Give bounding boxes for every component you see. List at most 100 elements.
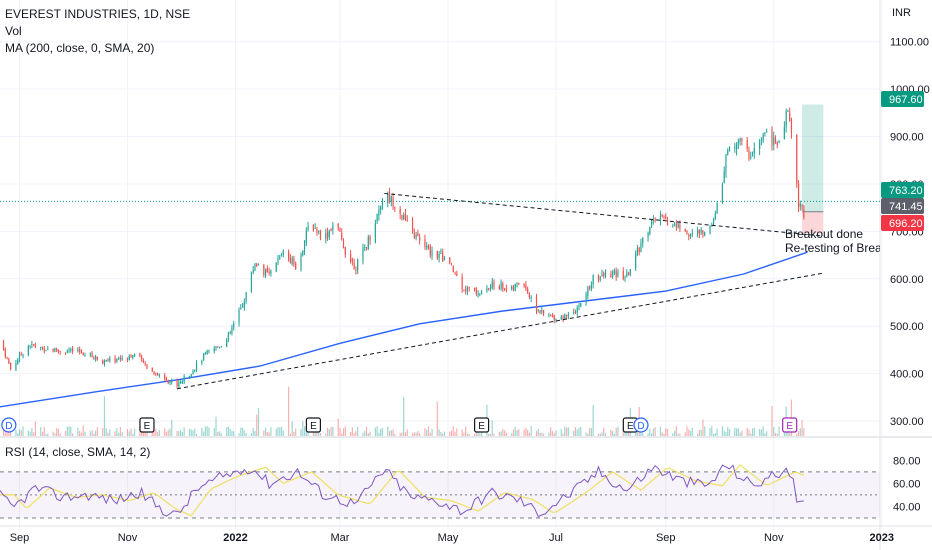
symbol-title[interactable]: EVEREST INDUSTRIES, 1D, NSE — [5, 7, 191, 21]
candle-body — [326, 232, 329, 237]
candle-body — [95, 356, 97, 359]
candle-body — [689, 233, 692, 237]
volume-bar — [388, 431, 391, 436]
volume-bar — [399, 433, 401, 436]
volume-bar — [180, 429, 182, 436]
event-marker-e[interactable]: E — [139, 417, 155, 433]
candle-body — [741, 138, 743, 141]
candle-body — [635, 254, 637, 269]
volume-bar — [488, 433, 490, 436]
vol-legend[interactable]: Vol — [5, 24, 22, 38]
volume-bar — [66, 426, 68, 436]
candle-body — [2, 340, 5, 350]
time-tick-label: Sep — [10, 532, 30, 544]
volume-bar — [326, 427, 329, 436]
candle-body — [263, 264, 265, 275]
volume-bar — [4, 427, 6, 436]
candle-body — [229, 332, 231, 334]
volume-bar — [442, 433, 444, 436]
trendline-lower — [176, 272, 824, 390]
volume-bar — [548, 432, 550, 436]
candle-body — [617, 271, 619, 276]
volume-bar — [218, 431, 221, 436]
candle-body — [514, 284, 516, 291]
volume-bar — [165, 431, 168, 436]
loss-zone — [802, 211, 824, 234]
volume-bar — [227, 426, 230, 436]
price-tag-text: 763.20 — [889, 185, 923, 197]
volume-bar — [241, 427, 244, 436]
volume-bar — [746, 427, 748, 436]
rsi-legend[interactable]: RSI (14, close, SMA, 14, 2) — [5, 445, 151, 459]
candle-body — [473, 288, 476, 290]
candle-body — [764, 132, 766, 134]
candle-body — [362, 247, 364, 261]
volume-bar — [578, 427, 580, 436]
candle-body — [164, 375, 166, 379]
volume-bar — [604, 433, 607, 436]
long-position-box[interactable] — [802, 104, 824, 234]
volume-bar — [737, 428, 739, 436]
volume-bar — [603, 427, 605, 436]
rsi-tick-label: 40.00 — [893, 501, 921, 513]
event-marker-e[interactable]: E — [305, 417, 322, 433]
volume-bar — [599, 433, 601, 436]
candle-body — [783, 126, 785, 140]
volume-bar — [89, 431, 91, 436]
volume-bar — [79, 431, 81, 436]
volume-bar — [698, 430, 700, 436]
volume-bar — [454, 431, 456, 436]
volume-bar — [751, 428, 754, 436]
volume-bar — [291, 421, 293, 436]
volume-bar — [376, 426, 378, 436]
volume-bar — [803, 428, 805, 436]
candle-body — [629, 269, 631, 275]
volume-bar — [504, 430, 506, 436]
volume-bar — [245, 432, 247, 436]
volume-bar — [71, 433, 74, 436]
volume-bar — [325, 433, 327, 436]
candle-body — [666, 219, 669, 226]
event-marker-d[interactable]: D — [1, 417, 17, 433]
ma-legend[interactable]: MA (200, close, 0, SMA, 20) — [5, 41, 155, 55]
volume-bar — [401, 432, 403, 436]
trendlines[interactable] — [176, 192, 824, 390]
candle-body — [461, 276, 463, 289]
volume-bar — [151, 432, 153, 436]
candle-body — [369, 236, 371, 241]
volume-bar — [417, 431, 419, 436]
candle-body — [688, 234, 690, 237]
candle-body — [64, 352, 67, 354]
volume-bar — [615, 427, 617, 436]
candle-body — [679, 224, 681, 229]
volume-bar — [126, 429, 129, 436]
volume-bar — [243, 430, 245, 436]
candle-body — [650, 220, 653, 226]
volume-bar — [801, 420, 803, 436]
candle-body — [116, 358, 118, 362]
price-tag-text: 741.45 — [889, 201, 923, 213]
candle-body — [181, 381, 183, 383]
candle-body — [698, 229, 700, 234]
price-tick-label: 1100.00 — [890, 37, 929, 49]
volume-bar — [288, 386, 290, 436]
event-marker-d[interactable]: D — [633, 417, 649, 433]
volume-bar — [512, 429, 515, 436]
volume-bar — [617, 426, 619, 436]
event-marker-e[interactable]: E — [474, 417, 490, 433]
volume-bar — [105, 428, 107, 436]
price-tag: 967.60 — [881, 91, 924, 107]
candle-body — [716, 203, 718, 214]
candle-body — [539, 310, 541, 313]
candle-body — [256, 263, 258, 267]
volume-bar — [116, 428, 118, 436]
candle-body — [760, 140, 762, 142]
volume-bar — [344, 426, 346, 436]
volume-bar — [431, 428, 433, 436]
event-marker-e[interactable]: E — [782, 417, 798, 433]
volume-bar — [429, 432, 431, 436]
volume-bar — [450, 430, 453, 436]
volume-bar — [169, 428, 171, 436]
